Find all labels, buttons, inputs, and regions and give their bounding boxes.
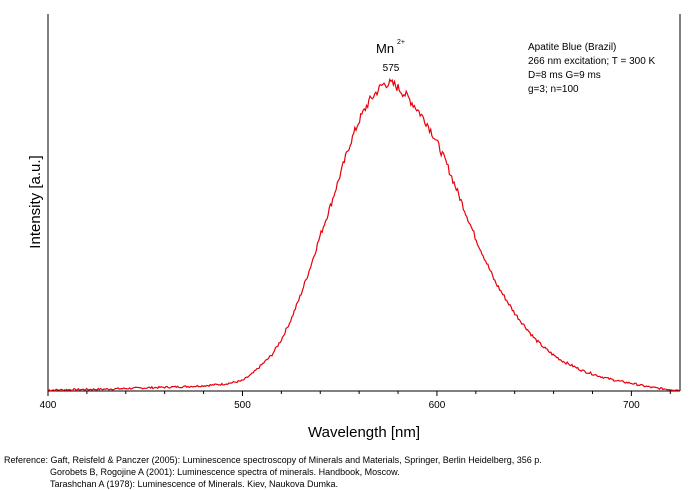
reference-line-1: Reference: Gaft, Reisfeld & Panczer (200… — [4, 455, 542, 465]
ion-base: Mn — [376, 41, 394, 56]
legend-box: Apatite Blue (Brazil) 266 nm excitation;… — [528, 42, 656, 95]
peak-annotation: Mn 2+ 575 — [376, 39, 405, 74]
x-axis-label: Wavelength [nm] — [308, 424, 420, 441]
ion-charge: 2+ — [397, 39, 405, 46]
x-ticks: 400 500 600 700 — [40, 391, 671, 411]
spectrum-line — [47, 77, 680, 392]
peak-wavelength-label: 575 — [383, 63, 400, 74]
x-tick-label: 700 — [623, 400, 640, 411]
legend-sample: Apatite Blue (Brazil) — [528, 42, 616, 53]
reference-line-2: Gorobets B, Rogojine A (2001): Luminesce… — [50, 467, 400, 477]
axes — [47, 14, 681, 392]
x-tick-label: 500 — [234, 400, 251, 411]
ion-label: Mn — [376, 41, 394, 56]
legend-gain: g=3; n=100 — [528, 84, 579, 95]
legend-excitation: 266 nm excitation; T = 300 K — [528, 56, 656, 67]
y-axis-label: Intensity [a.u.] — [27, 155, 44, 248]
legend-gate: D=8 ms G=9 ms — [528, 70, 601, 81]
x-tick-label: 600 — [429, 400, 446, 411]
reference-line-3: Tarashchan A (1978): Luminescence of Min… — [50, 479, 338, 489]
x-tick-label: 400 — [40, 400, 57, 411]
